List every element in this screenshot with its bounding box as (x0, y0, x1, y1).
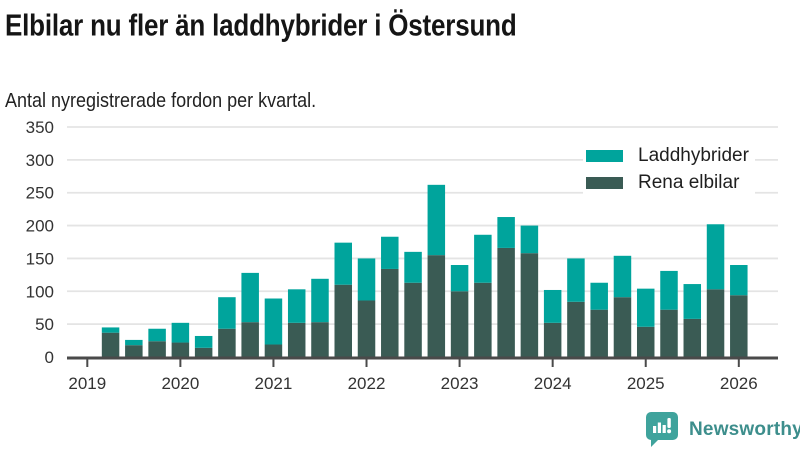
chart-legend: Laddhybrider Rena elbilar (583, 141, 755, 197)
newsworthy-logo[interactable]: Newsworthy (646, 412, 800, 448)
x-tick-label: 2023 (441, 374, 479, 393)
bar-segment (241, 322, 259, 357)
bar-segment (218, 297, 236, 329)
bar-segment (543, 289, 562, 323)
bar-segment (334, 284, 352, 357)
bar-segment (497, 247, 515, 357)
y-tick-label: 350 (26, 118, 54, 137)
x-tick-label: 2025 (627, 374, 665, 393)
bar-segment (218, 328, 236, 357)
bar-segment (334, 242, 352, 285)
y-tick-label: 100 (26, 282, 54, 301)
bar-segment (590, 309, 608, 357)
x-tick-label: 2020 (161, 374, 199, 393)
legend-swatch-laddhybrider (586, 149, 623, 162)
bar-segment (171, 342, 190, 357)
y-tick-label: 200 (26, 217, 54, 236)
bar-segment (543, 322, 562, 357)
bar-segment (148, 328, 166, 342)
bar-segment (590, 282, 608, 310)
bar-segment (706, 289, 725, 357)
chart-title: Elbilar nu fler än laddhybrider i Östers… (5, 7, 517, 43)
bar-segment (683, 318, 702, 357)
y-tick-label: 300 (26, 151, 54, 170)
bar-segment (520, 225, 539, 254)
legend-item-rena-elbilar: Rena elbilar (586, 169, 749, 196)
bar-segment (241, 272, 259, 323)
bar-segment (381, 236, 399, 269)
bar-segment (450, 291, 469, 357)
legend-label: Laddhybrider (638, 144, 749, 166)
bar-segment (194, 335, 213, 348)
bar-segment (404, 251, 422, 283)
y-tick-label: 50 (35, 315, 54, 334)
bar-segment (660, 309, 678, 357)
bar-segment (706, 224, 725, 290)
bar-segment (450, 265, 469, 292)
x-tick-label: 2019 (68, 374, 106, 393)
bar-segment (311, 278, 329, 323)
legend-swatch-rena-elbilar (586, 176, 623, 189)
bar-segment (287, 322, 306, 357)
bar-segment (287, 289, 306, 323)
bar-segment (730, 265, 748, 296)
bar-segment (660, 270, 678, 310)
bar-segment (613, 297, 632, 357)
bar-segment (730, 295, 748, 357)
bar-segment (497, 217, 515, 248)
x-tick-label: 2022 (348, 374, 386, 393)
bar-segment (683, 284, 702, 319)
bar-segment (264, 344, 283, 357)
bar-segment (357, 300, 376, 357)
bar-segment (567, 301, 585, 357)
bar-segment (520, 253, 539, 357)
bar-segment (636, 288, 655, 327)
newsworthy-wordmark: Newsworthy (689, 419, 800, 440)
x-tick-label: 2026 (720, 374, 758, 393)
bar-segment (613, 255, 632, 298)
bar-segment (148, 341, 166, 357)
bar-segment (311, 322, 329, 357)
chart-subtitle: Antal nyregistrerade fordon per kvartal. (5, 89, 317, 112)
bar-segment (474, 282, 492, 357)
bar-segment (427, 255, 446, 357)
legend-item-laddhybrider: Laddhybrider (586, 142, 749, 169)
legend-label: Rena elbilar (638, 171, 740, 193)
bar-segment (474, 234, 492, 283)
x-tick-label: 2024 (534, 374, 572, 393)
bar-segment (194, 347, 213, 357)
bar-segment (264, 298, 283, 345)
bar-segment (636, 326, 655, 357)
y-tick-label: 0 (45, 348, 54, 367)
bar-segment (101, 332, 120, 357)
bar-segment (125, 339, 143, 346)
bar-segment (381, 268, 399, 357)
bar-segment (427, 184, 446, 256)
bar-segment (171, 322, 190, 343)
bar-segment (357, 258, 376, 301)
y-tick-label: 250 (26, 184, 54, 203)
bar-segment (101, 327, 120, 333)
newsworthy-bubble-icon (646, 412, 678, 447)
bar-segment (125, 345, 143, 357)
bar-segment (404, 282, 422, 357)
x-tick-label: 2021 (255, 374, 293, 393)
y-tick-label: 150 (26, 249, 54, 268)
bar-segment (567, 258, 585, 302)
